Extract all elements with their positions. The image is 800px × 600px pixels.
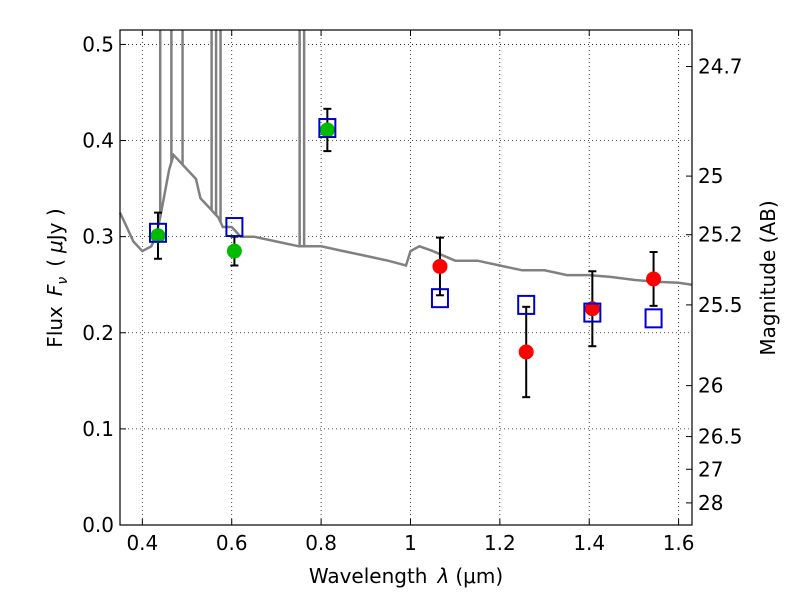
right-tick-label: 28: [698, 491, 723, 515]
model-point-square: [225, 217, 244, 238]
y-tick-label: 0.2: [82, 321, 114, 345]
data-point-circle: [150, 228, 166, 244]
x-tick-label: 0.8: [305, 531, 337, 555]
x-tick-label: 1.2: [484, 531, 516, 555]
right-tick-label: 26.5: [698, 425, 743, 449]
right-tick-label: 24.7: [698, 55, 743, 79]
right-tick-label: 25.2: [698, 223, 743, 247]
x-tick-label: 0.4: [126, 531, 158, 555]
y-tick-label: 0.4: [82, 129, 114, 153]
x-tick-label: 0.6: [216, 531, 248, 555]
y-tick-label: 0.0: [82, 513, 114, 537]
y-axis-label: FluxFν(μJy ): [43, 208, 71, 347]
x-axis-label: Wavelength λ (μm): [309, 564, 503, 588]
right-tick-label: 25: [698, 164, 723, 188]
spectrum-line: [118, 152, 693, 286]
model-spectrum: [118, 30, 693, 286]
data-point-circle: [432, 258, 448, 274]
model-point-square: [318, 118, 337, 139]
model-point-square: [148, 222, 167, 243]
x-tick-label: 1: [404, 531, 417, 555]
right-axis-label: Magnitude (AB): [756, 200, 780, 355]
right-tick-label: 27: [698, 457, 723, 481]
plot-frame: [119, 29, 693, 526]
x-tick-label: 1.4: [573, 531, 605, 555]
data-point-circle: [319, 122, 335, 138]
data-point-circle: [226, 243, 242, 259]
y-tick-label: 0.3: [82, 225, 114, 249]
model-point-square: [583, 302, 602, 323]
model-point-square: [517, 294, 536, 315]
right-tick-label: 25.5: [698, 293, 743, 317]
data-point-circle: [646, 271, 662, 287]
data-markers: [148, 118, 663, 360]
y-axis-ticks: 0.0 0.1 0.2 0.3 0.4 0.5: [82, 32, 126, 537]
model-point-square: [430, 288, 449, 309]
x-axis-ticks: 0.4 0.6 0.8 1 1.2 1.4 1.6: [126, 30, 695, 555]
x-tick-label: 1.6: [663, 531, 695, 555]
y-tick-label: 0.5: [82, 32, 114, 56]
data-point-circle: [584, 301, 600, 317]
model-point-square: [644, 308, 663, 329]
data-point-circle: [518, 344, 534, 360]
right-axis-ticks: 24.7 25 25.2 25.5 26 26.5 27 28: [686, 55, 743, 515]
right-tick-label: 26: [698, 374, 723, 398]
y-tick-label: 0.1: [82, 417, 114, 441]
